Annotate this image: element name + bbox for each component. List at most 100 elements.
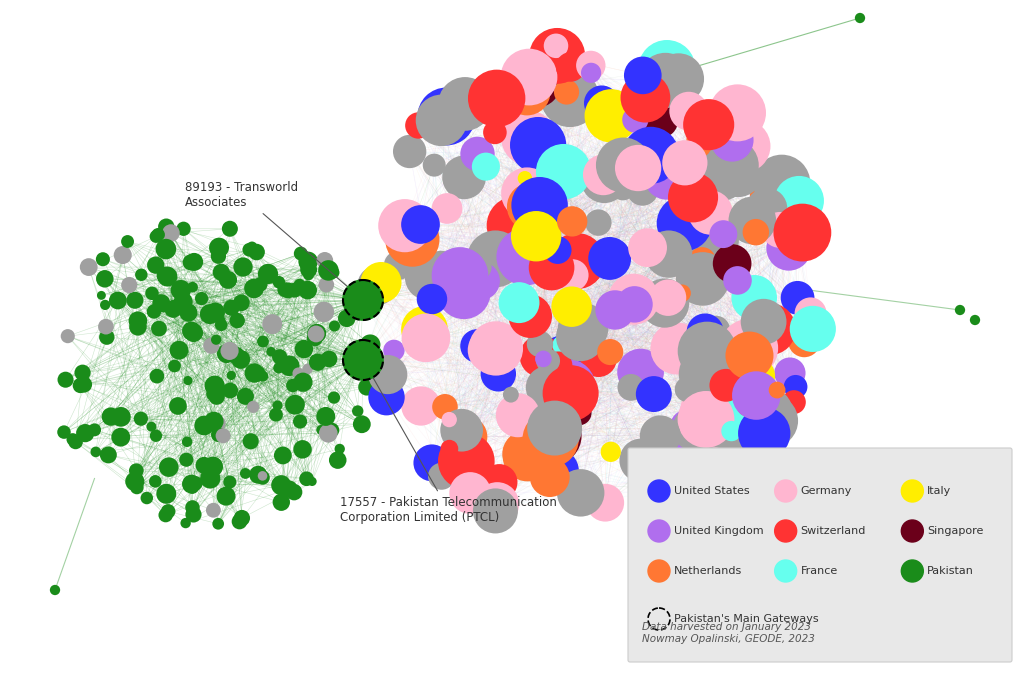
Point xyxy=(510,410,526,421)
Point xyxy=(161,270,177,281)
Point xyxy=(614,182,631,193)
Point xyxy=(635,70,651,81)
Point xyxy=(702,207,719,218)
Circle shape xyxy=(775,520,797,542)
Point xyxy=(790,293,806,304)
Point xyxy=(186,256,203,267)
Point xyxy=(549,50,565,61)
Point xyxy=(756,428,772,439)
Point xyxy=(694,273,711,284)
Point xyxy=(285,380,301,391)
Text: Pakistan: Pakistan xyxy=(928,566,974,576)
Text: France: France xyxy=(801,566,838,576)
Point xyxy=(250,368,266,379)
Point xyxy=(656,297,673,308)
Point xyxy=(81,262,97,273)
Point xyxy=(147,260,164,271)
Point xyxy=(207,380,223,391)
Point xyxy=(228,350,245,361)
Point xyxy=(643,150,659,161)
Point xyxy=(788,232,805,243)
Point xyxy=(202,473,218,484)
Point xyxy=(519,188,536,199)
Point xyxy=(292,416,308,427)
Point xyxy=(72,380,88,391)
Point xyxy=(246,283,262,294)
Point xyxy=(47,585,63,596)
Point xyxy=(522,201,539,212)
Point xyxy=(660,249,677,260)
Point xyxy=(102,411,119,422)
Point xyxy=(218,491,234,501)
Point xyxy=(158,244,174,254)
Point xyxy=(967,314,983,325)
Point xyxy=(438,111,455,122)
Point xyxy=(127,295,143,306)
Point xyxy=(300,270,316,281)
Point xyxy=(321,428,337,439)
Point xyxy=(205,389,221,400)
Point xyxy=(571,408,588,419)
Point xyxy=(330,455,346,466)
Point xyxy=(487,254,504,264)
Point xyxy=(795,227,811,238)
Point xyxy=(615,160,632,170)
Point xyxy=(308,328,325,339)
Point xyxy=(634,184,650,195)
Point xyxy=(433,261,450,272)
Point xyxy=(222,385,239,396)
Point xyxy=(583,60,599,71)
Point xyxy=(707,456,723,466)
Point xyxy=(255,371,271,382)
Point xyxy=(318,279,335,290)
Point xyxy=(309,357,326,367)
Point xyxy=(300,256,316,267)
Point xyxy=(163,227,179,238)
Point xyxy=(441,414,458,425)
Point xyxy=(700,119,717,130)
Point xyxy=(647,153,664,164)
Point xyxy=(203,341,219,351)
Point xyxy=(558,87,574,98)
Point xyxy=(113,411,129,422)
Point xyxy=(521,72,538,83)
Point xyxy=(211,242,227,253)
Point xyxy=(607,305,624,316)
Point xyxy=(282,361,298,371)
Point xyxy=(321,265,337,276)
Point xyxy=(697,326,714,337)
Point xyxy=(173,285,189,295)
Point xyxy=(254,470,270,481)
Point xyxy=(780,243,797,254)
Point xyxy=(596,174,612,185)
Point xyxy=(378,392,394,402)
Text: Data harvested on January 2023
Nowmay Opalinski, GEODE, 2023: Data harvested on January 2023 Nowmay Op… xyxy=(642,622,815,643)
Point xyxy=(120,236,136,247)
Point xyxy=(462,488,478,499)
Point xyxy=(516,224,532,235)
Point xyxy=(165,304,181,314)
Point xyxy=(699,346,716,357)
Point xyxy=(572,487,589,498)
Point xyxy=(255,336,271,347)
Point xyxy=(665,448,681,458)
Point xyxy=(77,428,93,439)
Point xyxy=(231,516,248,527)
Point xyxy=(724,135,740,145)
Point xyxy=(633,367,649,378)
Point xyxy=(238,468,254,479)
Point xyxy=(171,345,187,355)
Point xyxy=(316,413,333,424)
Point xyxy=(697,369,714,380)
Point xyxy=(645,389,662,400)
Point xyxy=(785,397,802,408)
Point xyxy=(184,502,201,513)
Point xyxy=(185,327,202,338)
Point xyxy=(658,172,675,182)
Point xyxy=(86,425,102,435)
Point xyxy=(166,361,182,371)
Point xyxy=(110,295,126,306)
Point xyxy=(753,333,769,344)
Point xyxy=(280,285,296,296)
Point xyxy=(723,426,739,437)
